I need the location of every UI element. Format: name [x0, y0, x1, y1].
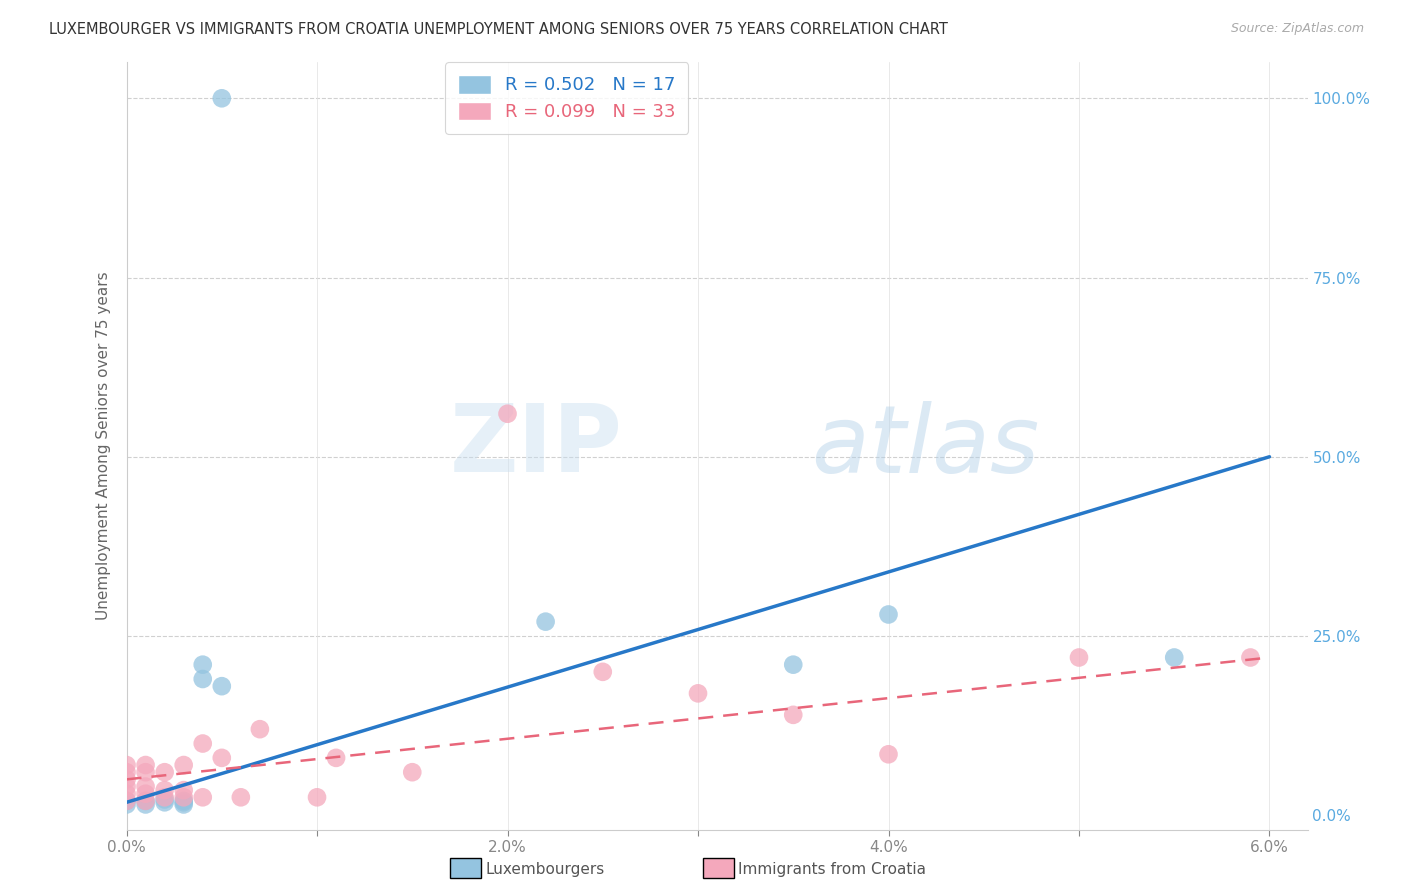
Point — [115, 787, 138, 801]
Point — [173, 795, 195, 809]
Point — [592, 665, 614, 679]
Point — [135, 787, 157, 801]
Point — [249, 722, 271, 736]
Point — [534, 615, 557, 629]
Point — [135, 780, 157, 794]
Legend: R = 0.502   N = 17, R = 0.099   N = 33: R = 0.502 N = 17, R = 0.099 N = 33 — [446, 62, 688, 134]
Point — [173, 797, 195, 812]
Point — [325, 751, 347, 765]
Y-axis label: Unemployment Among Seniors over 75 years: Unemployment Among Seniors over 75 years — [96, 272, 111, 620]
Text: Source: ZipAtlas.com: Source: ZipAtlas.com — [1230, 22, 1364, 36]
Point — [211, 751, 233, 765]
Point — [135, 794, 157, 808]
Point — [191, 737, 214, 751]
Point — [153, 790, 176, 805]
Point — [686, 686, 709, 700]
Point — [173, 783, 195, 797]
Point — [135, 794, 157, 808]
Point — [153, 783, 176, 797]
Point — [135, 758, 157, 772]
Point — [191, 790, 214, 805]
Point — [153, 792, 176, 806]
Point — [191, 657, 214, 672]
Text: LUXEMBOURGER VS IMMIGRANTS FROM CROATIA UNEMPLOYMENT AMONG SENIORS OVER 75 YEARS: LUXEMBOURGER VS IMMIGRANTS FROM CROATIA … — [49, 22, 948, 37]
Point — [211, 679, 233, 693]
Point — [1163, 650, 1185, 665]
Point — [115, 780, 138, 794]
Point — [115, 758, 138, 772]
Point — [115, 794, 138, 808]
Point — [1239, 650, 1261, 665]
Point — [153, 795, 176, 809]
Point — [496, 407, 519, 421]
Point — [782, 657, 804, 672]
Text: atlas: atlas — [811, 401, 1040, 491]
Point — [153, 765, 176, 780]
Point — [173, 758, 195, 772]
Point — [877, 747, 900, 762]
Point — [229, 790, 252, 805]
Point — [1067, 650, 1090, 665]
Point — [173, 790, 195, 805]
Point — [401, 765, 423, 780]
Text: Luxembourgers: Luxembourgers — [485, 863, 605, 877]
Point — [115, 765, 138, 780]
Point — [191, 672, 214, 686]
Point — [115, 797, 138, 812]
Point — [115, 794, 138, 808]
Point — [877, 607, 900, 622]
Point — [135, 765, 157, 780]
Text: ZIP: ZIP — [450, 400, 623, 492]
Text: Immigrants from Croatia: Immigrants from Croatia — [738, 863, 927, 877]
Point — [173, 794, 195, 808]
Point — [135, 797, 157, 812]
Point — [305, 790, 328, 805]
Point — [115, 772, 138, 787]
Point — [782, 707, 804, 722]
Point — [211, 91, 233, 105]
